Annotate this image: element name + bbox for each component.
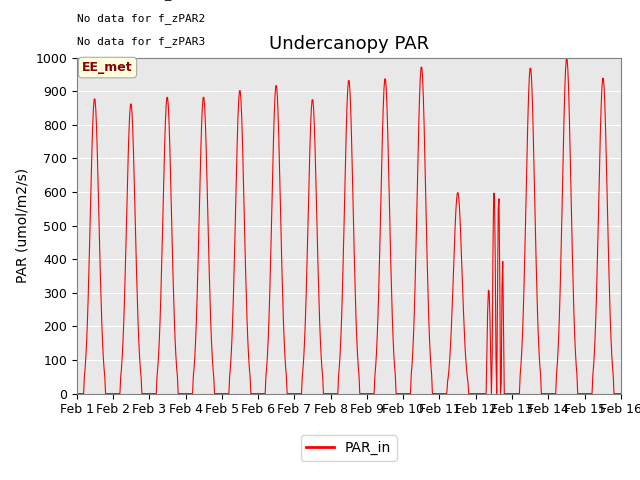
Y-axis label: PAR (umol/m2/s): PAR (umol/m2/s) <box>15 168 29 283</box>
Legend: PAR_in: PAR_in <box>301 435 397 461</box>
Text: No data for f_zPAR2: No data for f_zPAR2 <box>77 12 205 24</box>
Text: No data for f_zPAR3: No data for f_zPAR3 <box>77 36 205 47</box>
Text: EE_met: EE_met <box>82 61 133 74</box>
Title: Undercanopy PAR: Undercanopy PAR <box>269 35 429 53</box>
